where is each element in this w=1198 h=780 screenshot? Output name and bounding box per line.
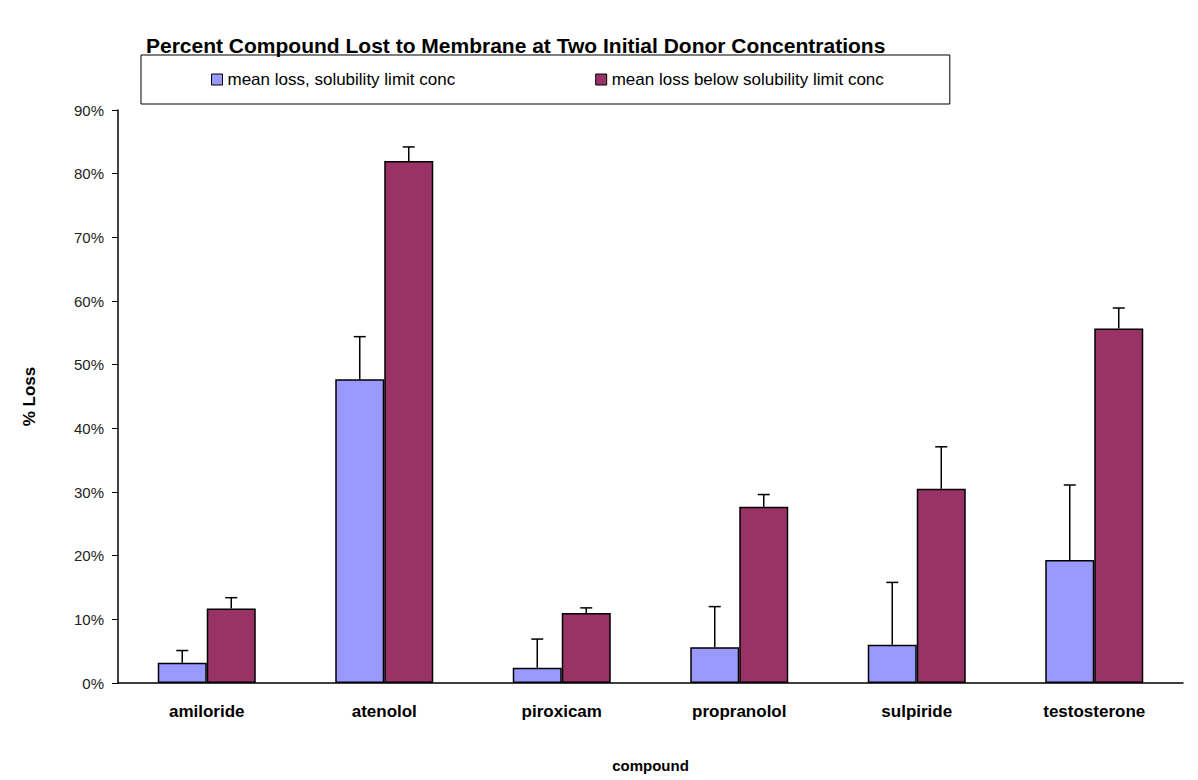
svg-text:60%: 60% — [74, 293, 104, 310]
svg-text:testosterone: testosterone — [1043, 702, 1145, 721]
svg-text:propranolol: propranolol — [692, 702, 786, 721]
svg-text:0%: 0% — [82, 675, 104, 692]
svg-text:piroxicam: piroxicam — [522, 702, 602, 721]
svg-text:mean loss below solubility lim: mean loss below solubility limit conc — [612, 70, 885, 89]
svg-text:30%: 30% — [74, 484, 104, 501]
svg-text:90%: 90% — [74, 102, 104, 119]
svg-text:mean loss, solubility limit co: mean loss, solubility limit conc — [228, 70, 456, 89]
svg-text:10%: 10% — [74, 611, 104, 628]
svg-text:50%: 50% — [74, 356, 104, 373]
svg-text:Percent Compound Lost to Membr: Percent Compound Lost to Membrane at Two… — [146, 34, 885, 57]
svg-text:amiloride: amiloride — [169, 702, 245, 721]
svg-text:40%: 40% — [74, 420, 104, 437]
svg-text:20%: 20% — [74, 547, 104, 564]
svg-text:compound: compound — [612, 757, 689, 774]
svg-text:70%: 70% — [74, 229, 104, 246]
svg-text:atenolol: atenolol — [352, 702, 417, 721]
svg-text:80%: 80% — [74, 165, 104, 182]
svg-text:sulpiride: sulpiride — [881, 702, 952, 721]
svg-text:% Loss: % Loss — [20, 367, 39, 427]
